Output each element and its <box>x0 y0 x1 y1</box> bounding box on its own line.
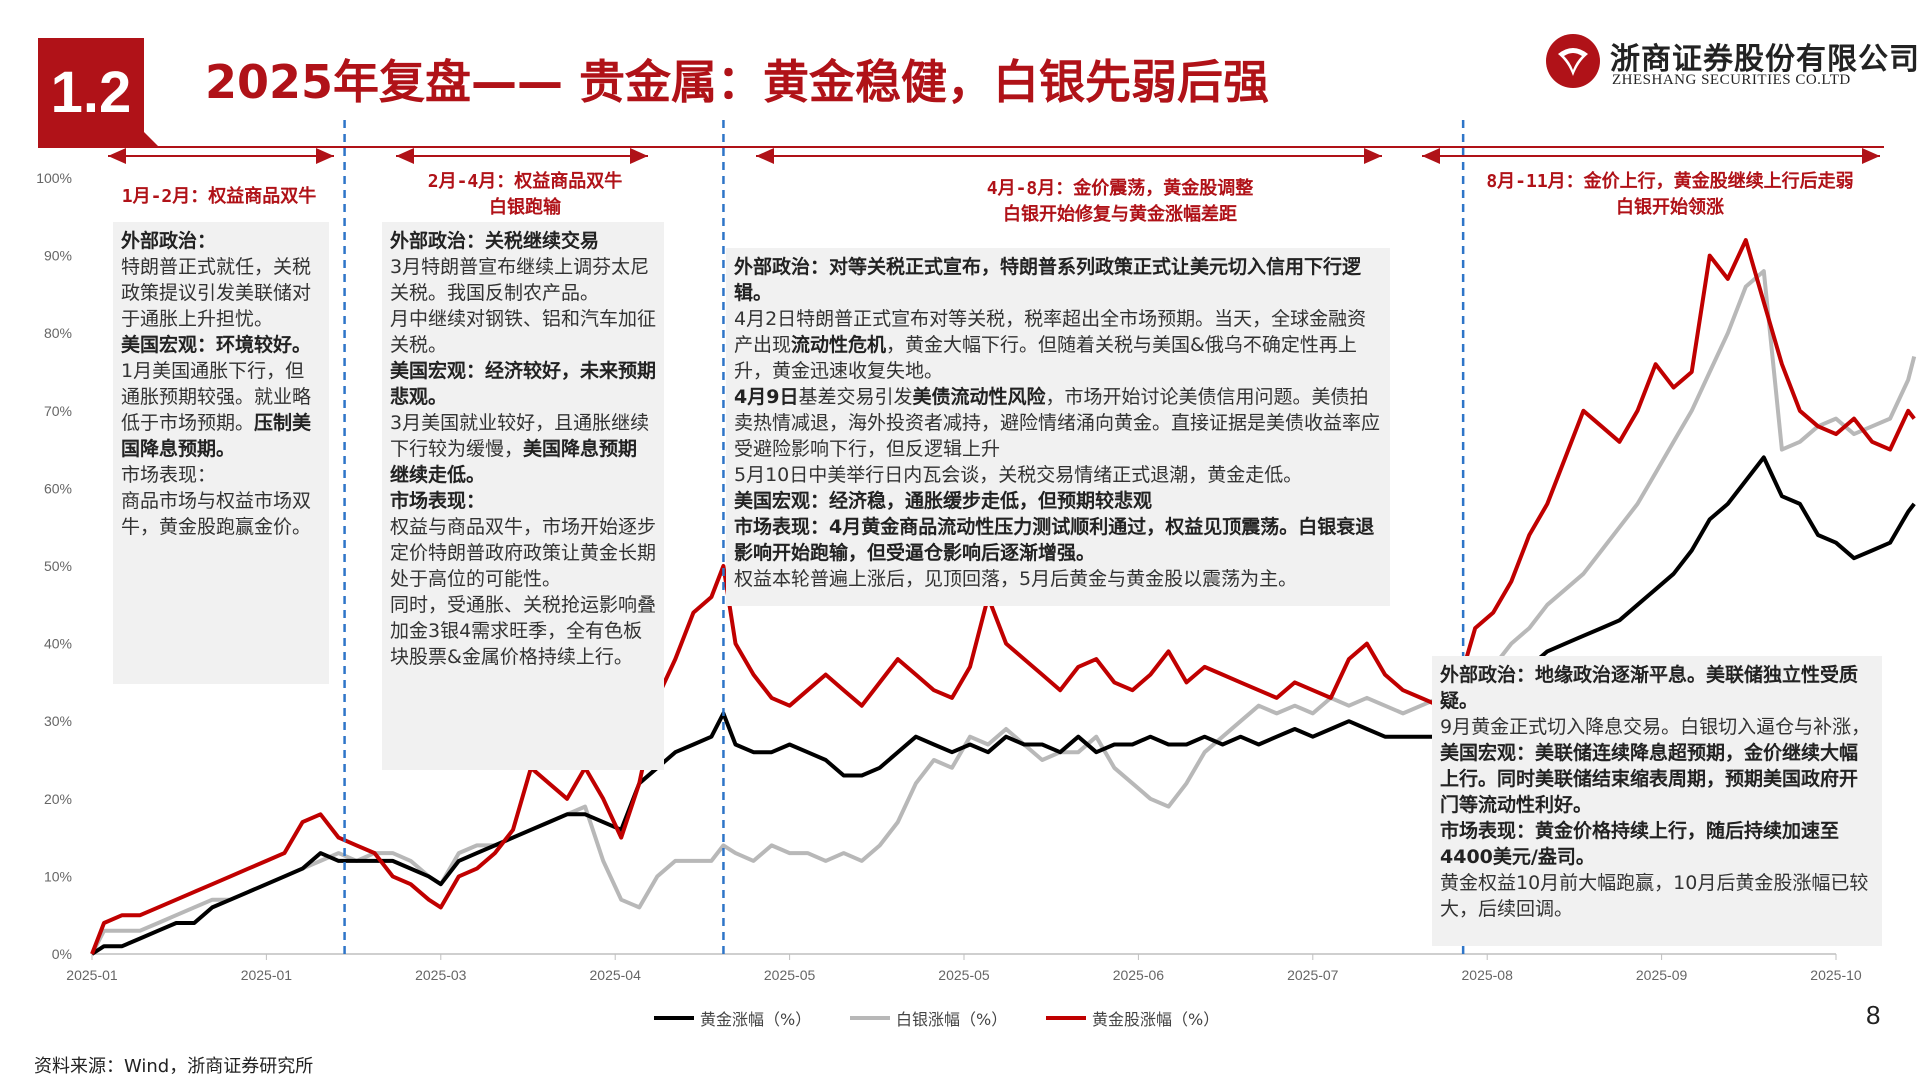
y-tick-label: 0% <box>52 946 72 962</box>
y-tick-label: 60% <box>44 480 72 496</box>
y-tick-label: 10% <box>44 868 72 884</box>
note4-t1: 9月黄金正式切入降息交易。白银切入逼仓与补涨， <box>1440 716 1871 738</box>
note3-t1a: 4月2日特朗普正式宣布对等关税，税率超出全市场预期。当天，全球金融资产出现 <box>734 308 1367 356</box>
series-line-silver <box>90 269 1917 955</box>
note-box-phase-4: 外部政治：地缘政治逐渐平息。美联储独立性受质疑。 9月黄金正式切入降息交易。白银… <box>1432 656 1882 946</box>
legend-swatch-gold <box>654 1016 694 1020</box>
y-tick-label: 70% <box>44 403 72 419</box>
note2-t2a: 3月美国就业较好，且通胀继续下行较为缓慢， <box>390 412 650 460</box>
x-tick-label: 2025-01 <box>66 967 118 983</box>
note3-t5: 权益本轮普遍上涨后，见顶回落，5月后黄金与黄金股以震荡为主。 <box>734 568 1298 590</box>
note2-t2b: 美国降息预期继续走低。 <box>390 438 638 486</box>
note4-h3: 市场表现：黄金价格持续上行，随后持续加速至4400美元/盎司。 <box>1440 820 1840 868</box>
note2-t3b: 同时，受通胀、关税抢运影响叠加金3银4需求旺季，全有色板块股票&金属价格持续上行… <box>390 594 657 668</box>
note-box-phase-1: 外部政治： 特朗普正式就任，关税政策提议引发美联储对于通胀上升担忧。 美国宏观：… <box>113 222 329 684</box>
note2-t1: 3月特朗普宣布继续上调芬太尼关税。我国反制农产品。 <box>390 256 650 304</box>
note2-h1: 外部政治：关税继续交易 <box>390 230 600 252</box>
note2-h3: 市场表现： <box>390 490 486 512</box>
note1-h1: 外部政治： <box>121 230 217 252</box>
legend-item-gold-stocks: 黄金股涨幅（%） <box>1046 1007 1219 1029</box>
note3-t3: 5月10日中美举行日内瓦会谈，关税交易情绪正式退潮，黄金走低。 <box>734 464 1303 486</box>
note1-h2: 美国宏观：环境较好。 <box>121 334 312 356</box>
note1-t2a: 1月美国通胀下行，但通胀预期较强。就业略低于市场预期。 <box>121 360 312 434</box>
note3-t2a: 基差交易引发 <box>798 386 913 408</box>
note3-h5: 市场表现：4月黄金商品流动性压力测试顺利通过，权益见顶震荡。白银衰退影响开始跑输… <box>734 516 1375 564</box>
note1-t1: 特朗普正式就任，关税政策提议引发美联储对于通胀上升担忧。 <box>121 256 312 330</box>
x-tick-label: 2025-10 <box>1810 967 1862 983</box>
title-divider <box>38 146 1884 148</box>
legend-label-silver: 白银涨幅（%） <box>896 1010 1008 1029</box>
section-number-badge: 1.2 <box>38 38 158 146</box>
data-source: 资料来源：Wind，浙商证券研究所 <box>34 1056 314 1077</box>
series-line-gold-stocks <box>90 238 1916 955</box>
company-name-en: ZHESHANG SECURITIES CO.LTD <box>1612 72 1851 88</box>
y-tick-label: 80% <box>44 325 72 341</box>
note4-h2: 美国宏观：美联储连续降息超预期，金价继续大幅上行。同时美联储结束缩表周期，预期美… <box>1440 742 1859 816</box>
x-tick-label: 2025-08 <box>1462 967 1514 983</box>
phase-label-2: 2月-4月：权益商品双牛 白银跑输 <box>427 171 623 218</box>
note3-h1: 外部政治：对等关税正式宣布，特朗普系列政策正式让美元切入信用下行逻辑。 <box>734 256 1362 304</box>
note3-t2k: 4月9日 <box>734 386 799 408</box>
company-logo: 浙商证券股份有限公司 ZHESHANG SECURITIES CO.LTD <box>1544 32 1919 92</box>
legend-label-gold: 黄金涨幅（%） <box>700 1010 812 1029</box>
note3-t2b: ，市场开始讨论美债信用问题。美债拍卖热情减退，海外投资者减持，避险情绪涌向黄金。… <box>734 386 1381 460</box>
page-number: 8 <box>1866 1000 1881 1030</box>
note1-t3: 市场表现： <box>121 464 217 486</box>
y-tick-label: 40% <box>44 636 72 652</box>
note3-t1k: 流动性危机 <box>791 334 887 356</box>
phase-label-3: 4月-8月：金价震荡，黄金股调整 白银开始修复与黄金涨幅差距 <box>986 178 1254 225</box>
note2-h2: 美国宏观：经济较好，未来预期悲观。 <box>390 360 657 408</box>
note2-t3: 权益与商品双牛，市场开始逐步定价特朗普政府政策让黄金长期处于高位的可能性。 <box>390 516 657 590</box>
note4-t3: 黄金权益10月前大幅跑赢，10月后黄金股涨幅已较大，后续回调。 <box>1440 872 1869 920</box>
note3-t2k2: 美债流动性风险 <box>912 386 1046 408</box>
legend-swatch-gold-stocks <box>1046 1016 1086 1020</box>
y-tick-label: 50% <box>44 558 72 574</box>
legend-item-silver: 白银涨幅（%） <box>850 1007 1007 1029</box>
phase-label-4: 8月-11月：金价上行，黄金股继续上行后走弱 白银开始领涨 <box>1486 171 1854 218</box>
legend-label-gold-stocks: 黄金股涨幅（%） <box>1092 1010 1220 1029</box>
zheshang-logo-icon <box>1546 34 1600 88</box>
note2-t1b: 月中继续对钢铁、铝和汽车加征关税。 <box>390 308 657 356</box>
legend-item-gold: 黄金涨幅（%） <box>654 1007 811 1029</box>
y-tick-label: 90% <box>44 248 72 264</box>
x-tick-label: 2025-03 <box>415 967 467 983</box>
y-tick-label: 20% <box>44 791 72 807</box>
x-tick-label: 2025-06 <box>1113 967 1165 983</box>
series-line-gold <box>90 455 1916 956</box>
note-box-phase-3: 外部政治：对等关税正式宣布，特朗普系列政策正式让美元切入信用下行逻辑。 4月2日… <box>726 248 1390 606</box>
x-tick-label: 2025-04 <box>590 967 642 983</box>
company-name-cn: 浙商证券股份有限公司 <box>1610 42 1920 77</box>
x-tick-label: 2025-05 <box>938 967 990 983</box>
note1-t4: 商品市场与权益市场双牛，黄金股跑赢金价。 <box>121 490 312 538</box>
note3-h4: 美国宏观：经济稳，通胀缓步走低，但预期较悲观 <box>734 490 1153 512</box>
note3-t1b: ，黄金大幅下行。但随着关税与美国&俄乌不确定性再上升，黄金迅速收复失地。 <box>734 334 1357 382</box>
x-tick-label: 2025-05 <box>764 967 816 983</box>
phase-label-1: 1月-2月：权益商品双牛 <box>121 186 317 207</box>
y-tick-label: 100% <box>36 170 72 186</box>
legend-swatch-silver <box>850 1016 890 1020</box>
note-box-phase-2: 外部政治：关税继续交易 3月特朗普宣布继续上调芬太尼关税。我国反制农产品。 月中… <box>382 222 664 770</box>
x-tick-label: 2025-01 <box>241 967 293 983</box>
note4-h1: 外部政治：地缘政治逐渐平息。美联储独立性受质疑。 <box>1440 664 1859 712</box>
y-tick-label: 30% <box>44 713 72 729</box>
section-number: 1.2 <box>50 59 132 125</box>
x-tick-label: 2025-09 <box>1636 967 1688 983</box>
x-tick-label: 2025-07 <box>1287 967 1339 983</box>
note1-t2b: 压制美国降息预期。 <box>121 412 312 460</box>
page-title: 2025年复盘—— 贵金属：黄金稳健，白银先弱后强 <box>205 55 1270 109</box>
